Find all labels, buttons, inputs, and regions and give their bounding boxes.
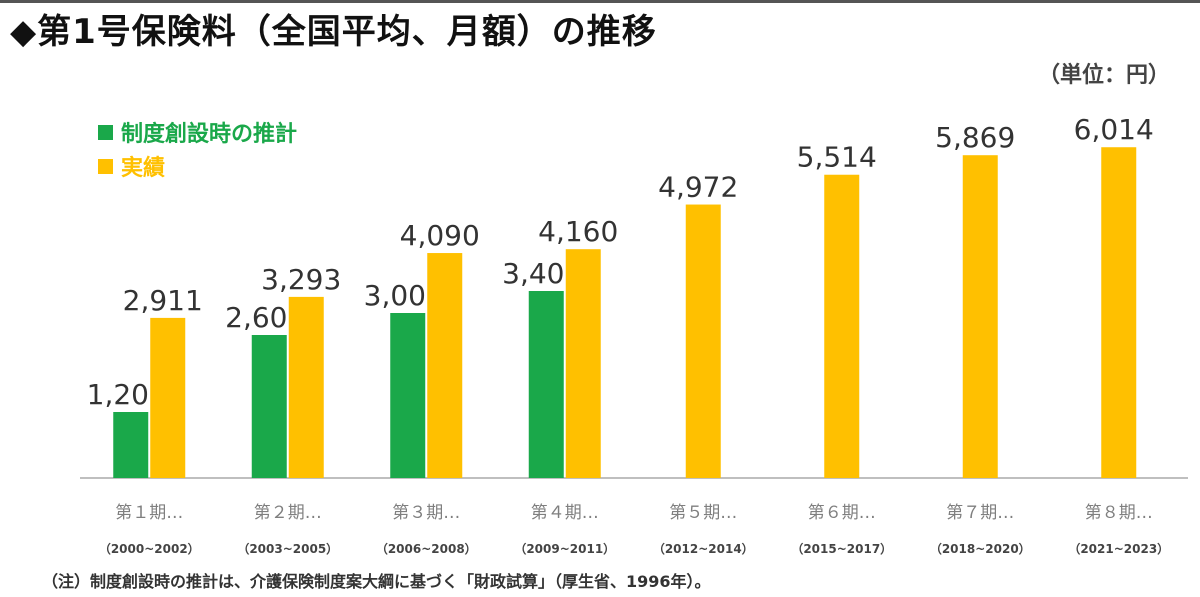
- x-tick-sublabel: （2015~2017）: [791, 541, 892, 556]
- bar-estimate: [390, 313, 426, 478]
- x-tick-label: 第５期…: [669, 503, 737, 523]
- x-tick-label: 第２期…: [254, 503, 322, 523]
- x-tick-sublabel: （2018~2020）: [930, 541, 1031, 556]
- x-tick-label: 第７期…: [946, 503, 1014, 523]
- bar-estimate: [528, 291, 564, 478]
- legend-item-estimate: 制度創設時の推計: [98, 117, 297, 147]
- legend-swatch-estimate: [98, 124, 113, 140]
- x-tick-label: 第１期…: [115, 503, 183, 523]
- chart-title: ◆第1号保険料（全国平均、月額）の推移: [10, 12, 657, 52]
- legend: 制度創設時の推計 実績: [98, 117, 297, 185]
- bar-actual: [962, 155, 998, 478]
- data-label-actual: 4,160: [538, 215, 618, 248]
- bar-estimate: [113, 412, 149, 478]
- unit-label: （単位：円）: [1037, 63, 1170, 88]
- bar-actual: [685, 204, 721, 479]
- bar-actual: [1101, 147, 1137, 479]
- x-tick-sublabel: （2009~2011）: [514, 541, 615, 556]
- x-tick-label: 第４期…: [531, 503, 599, 523]
- legend-label-actual: 実績: [121, 156, 166, 181]
- x-tick-sublabel: （2021~2023）: [1068, 541, 1169, 556]
- bar-actual: [427, 253, 463, 478]
- data-label-actual: 5,869: [935, 121, 1015, 154]
- data-label-actual: 3,293: [261, 263, 341, 296]
- x-tick-sublabel: （2000~2002）: [99, 541, 200, 556]
- data-label-actual: 4,972: [658, 171, 738, 204]
- x-tick-sublabel: （2006~2008）: [376, 541, 477, 556]
- x-tick-label: 第８期…: [1085, 503, 1153, 523]
- bar-actual: [565, 249, 601, 478]
- legend-item-actual: 実績: [98, 151, 297, 181]
- bar-actual: [288, 296, 324, 478]
- x-tick-sublabel: （2003~2005）: [237, 541, 338, 556]
- footnote: （注）制度創設時の推計は、介護保険制度案大綱に基づく「財政試算」（厚生省、199…: [42, 572, 711, 591]
- x-tick-sublabel: （2012~2014）: [653, 541, 754, 556]
- data-label-actual: 4,090: [400, 219, 480, 252]
- data-label-actual: 5,514: [797, 141, 877, 174]
- data-label-actual: 6,014: [1074, 113, 1154, 146]
- bar-actual: [150, 317, 186, 478]
- legend-label-estimate: 制度創設時の推計: [121, 122, 298, 147]
- bar-chart: 1,2002,911第１期…（2000~2002）2,6003,293第２期…（…: [80, 113, 1188, 556]
- bar-estimate: [251, 335, 287, 478]
- data-label-actual: 2,911: [123, 284, 203, 317]
- x-tick-label: 第３期…: [392, 503, 460, 523]
- x-tick-label: 第６期…: [808, 503, 876, 523]
- top-rule: [0, 0, 1200, 3]
- bar-actual: [824, 174, 860, 479]
- legend-swatch-actual: [98, 158, 113, 174]
